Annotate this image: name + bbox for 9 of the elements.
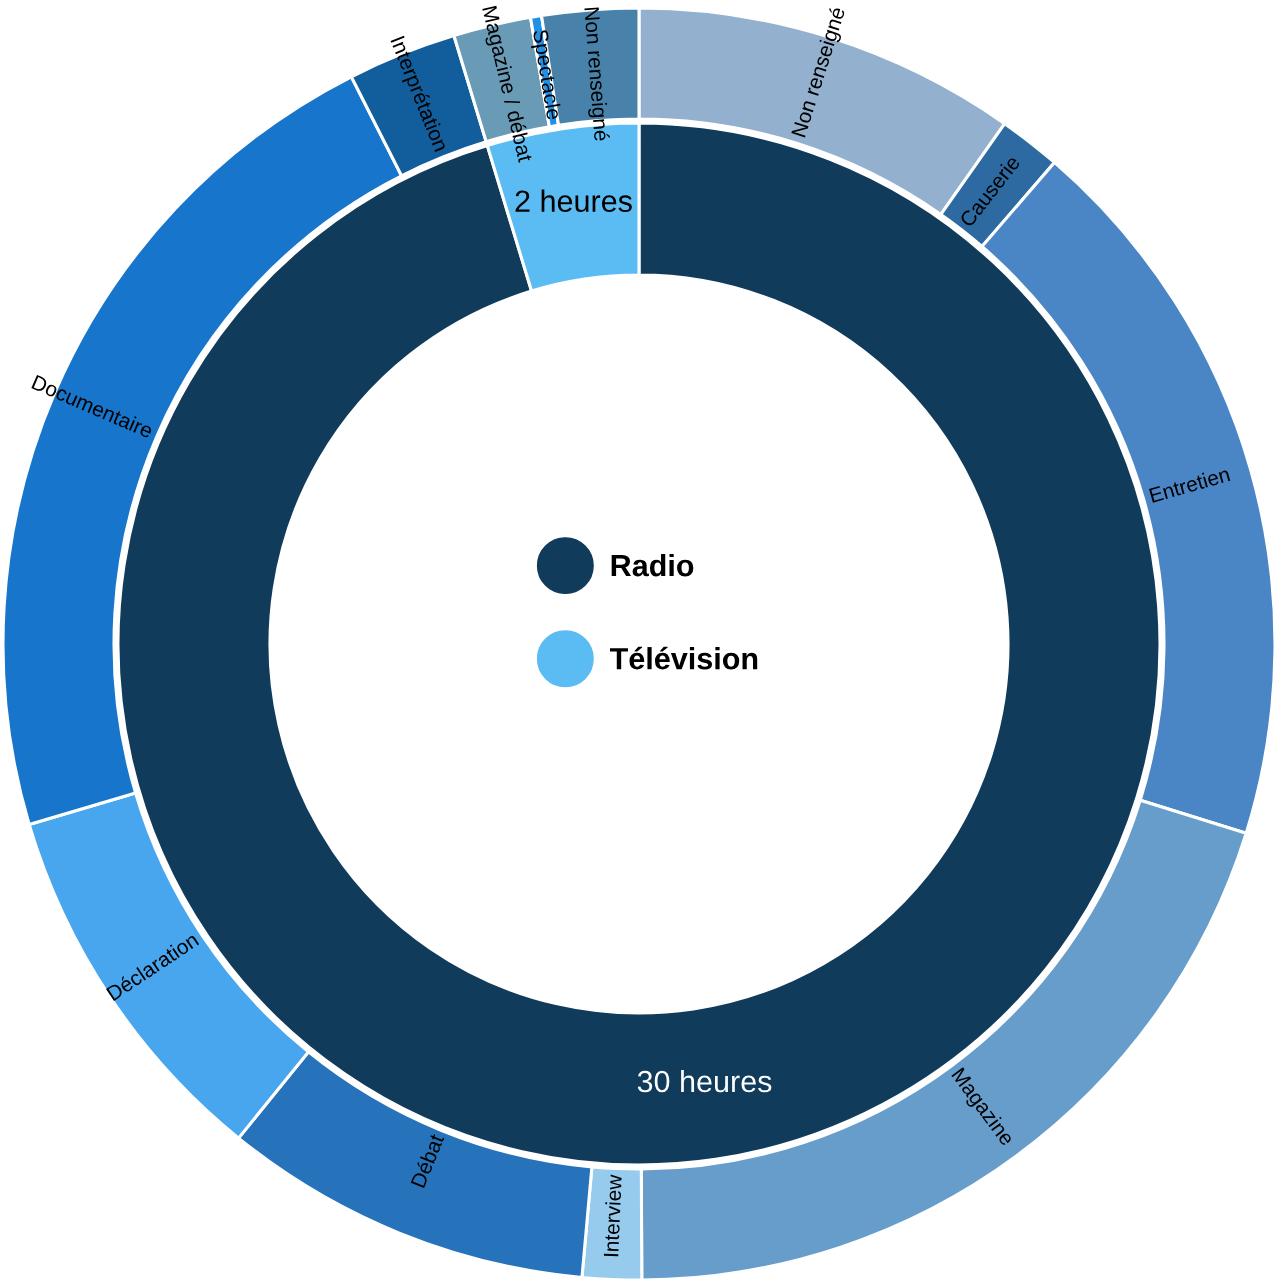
data-label: 30 heures xyxy=(637,1069,772,1093)
data-label: Débat xyxy=(409,1132,445,1189)
data-label: Entretien xyxy=(1148,466,1231,503)
data-label: Spectacle xyxy=(528,29,563,121)
legend-label: Télévision xyxy=(609,646,758,670)
data-label: Interview xyxy=(603,1174,622,1257)
legend-label: Radio xyxy=(611,553,694,577)
data-label: Non renseigné xyxy=(580,7,610,142)
data-label: 2 heures xyxy=(515,189,632,213)
